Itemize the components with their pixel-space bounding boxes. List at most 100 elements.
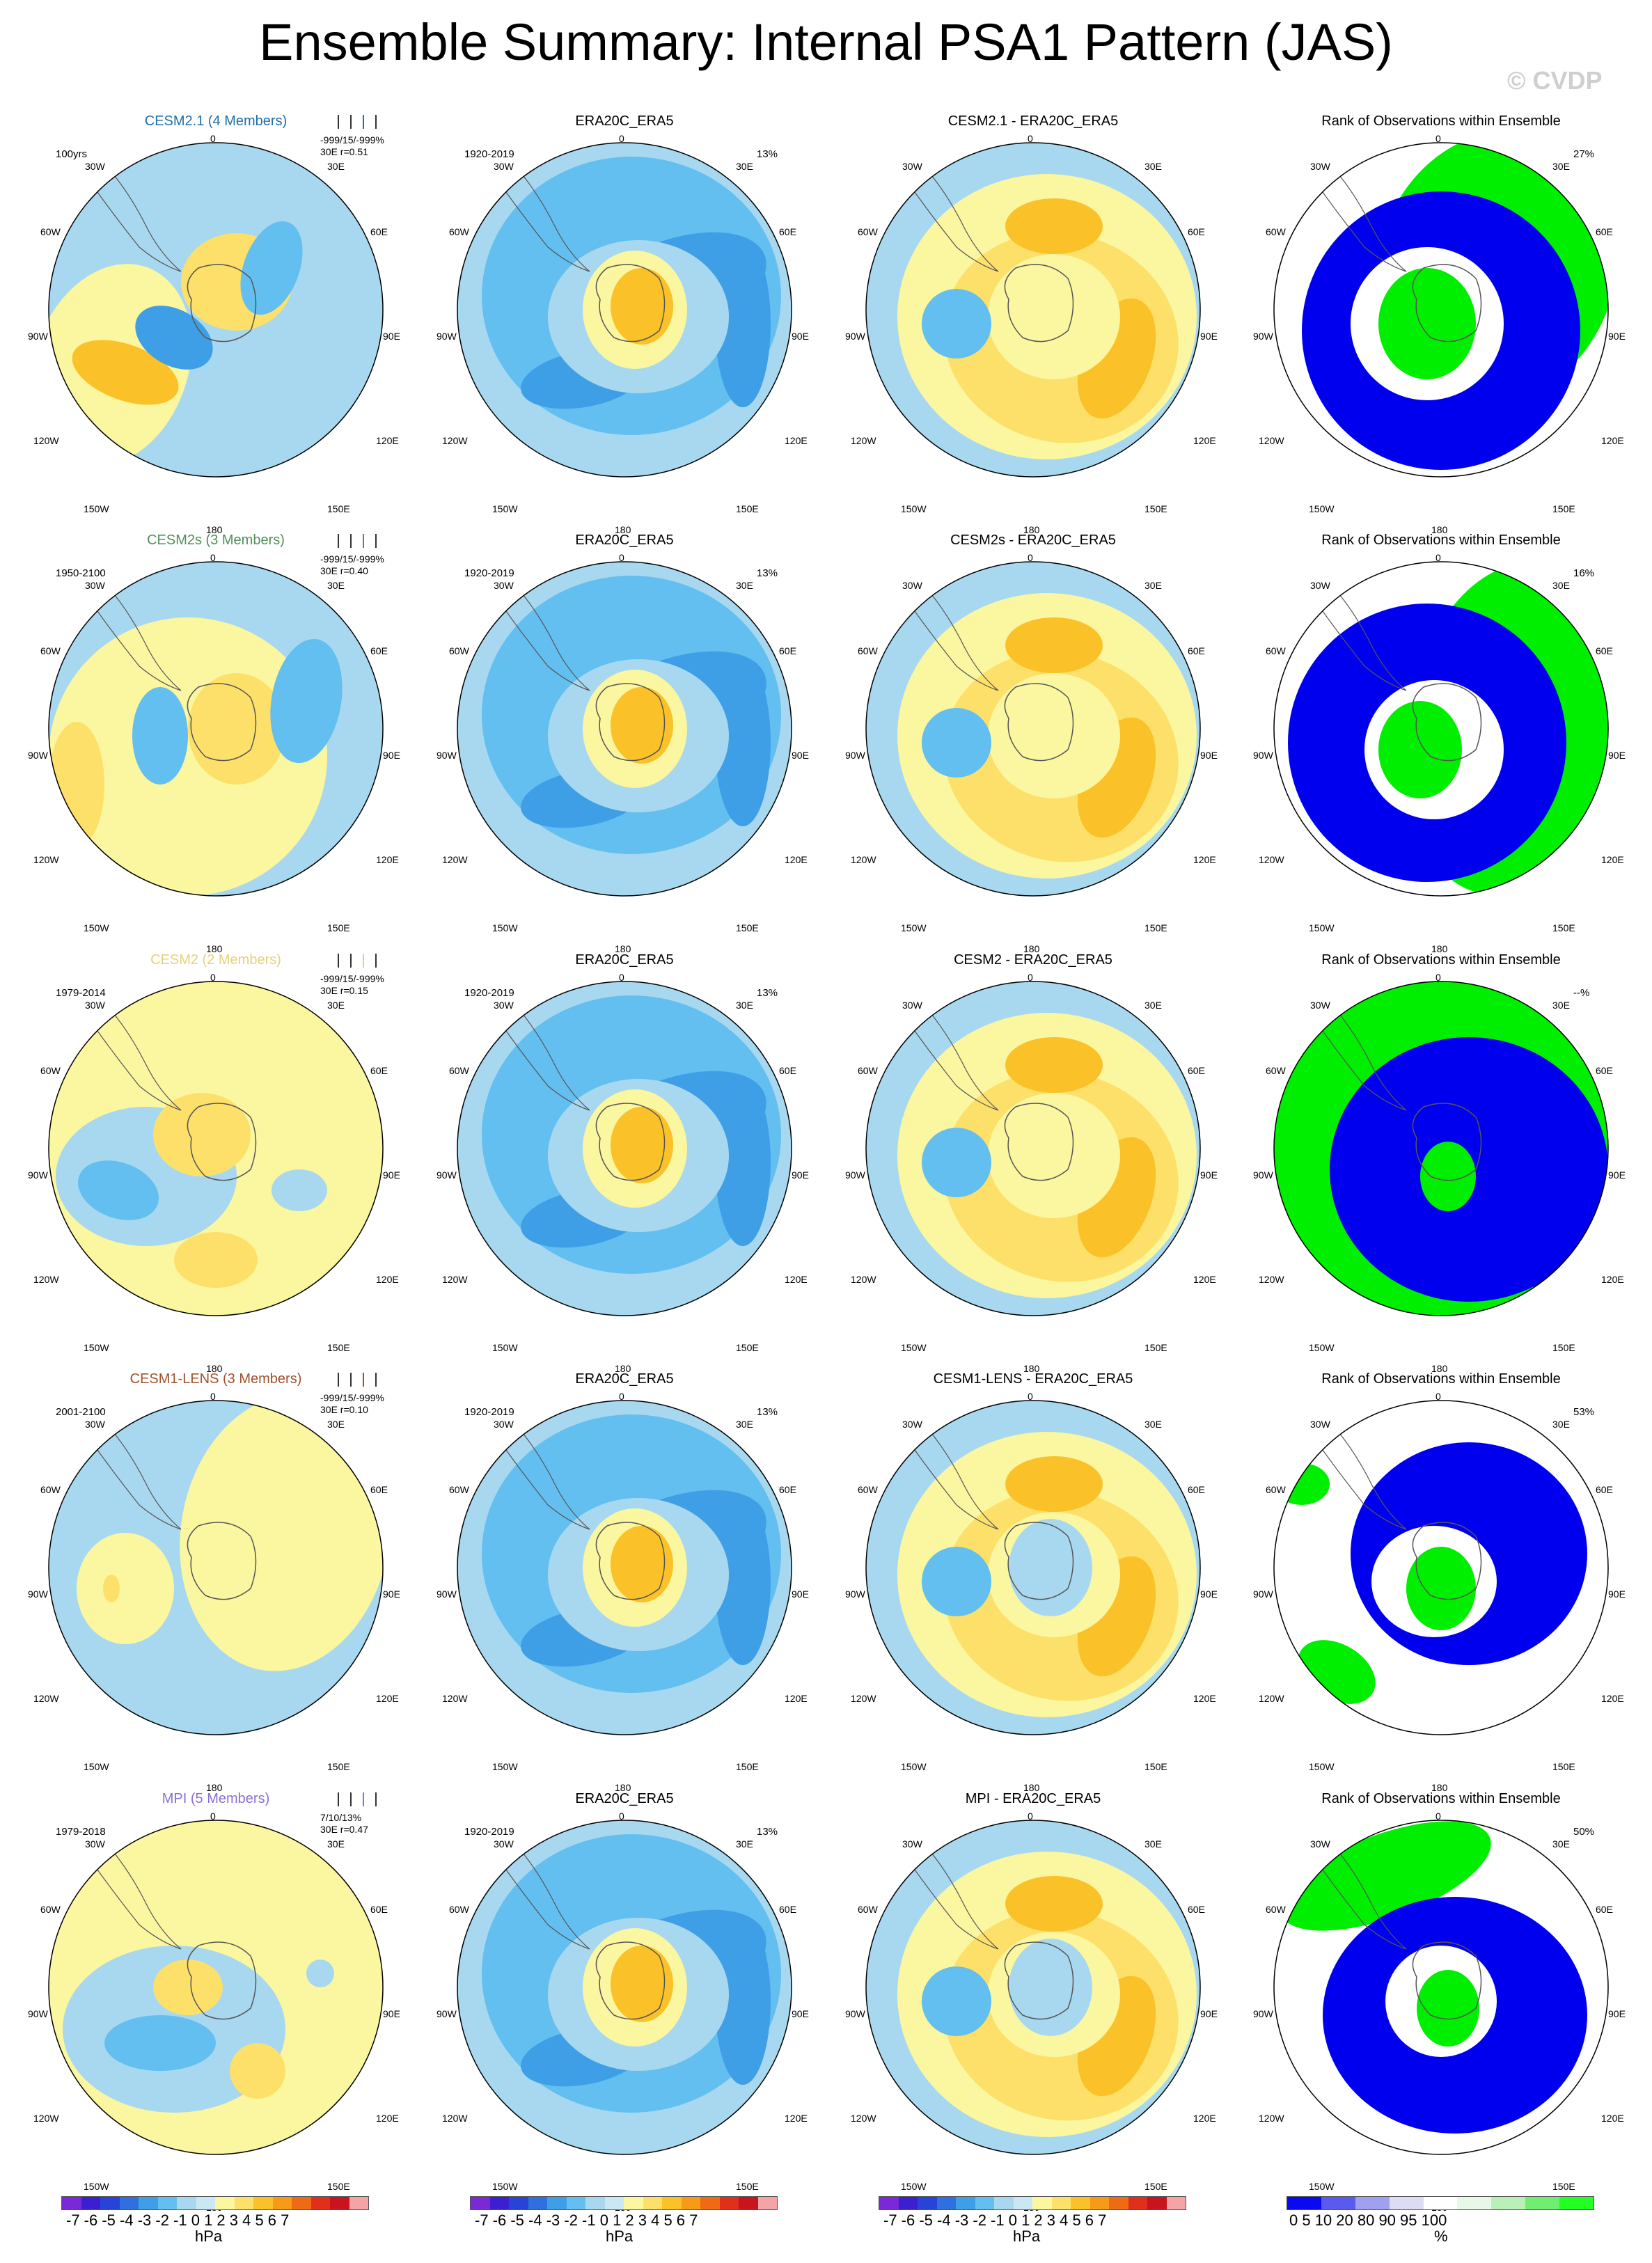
colorbar-swatch: [215, 2197, 235, 2209]
lon-label-e150: 150E: [1552, 503, 1575, 514]
colorbar-swatch: [62, 2197, 81, 2209]
colorbar-swatch: [253, 2197, 273, 2209]
lon-label-top: 0: [1435, 133, 1441, 144]
colorbar-swatch: [1491, 2197, 1526, 2209]
colorbar-swatch: [700, 2197, 720, 2209]
antarctica-coastline: [595, 1941, 666, 2020]
lon-label-top: 0: [619, 972, 624, 983]
map-border: [865, 142, 1201, 478]
lon-label-e120: 120E: [1193, 1274, 1216, 1285]
lon-label-w120: 120W: [33, 435, 59, 446]
rank-colorbar-ticks: 0 5 10 20 80 90 95 100: [1289, 2211, 1447, 2229]
contour-region: [188, 673, 285, 784]
lon-label-w120: 120W: [1259, 2113, 1284, 2124]
lon-label-w30: 30W: [902, 580, 922, 591]
lon-label-w90: 90W: [1253, 750, 1273, 761]
lon-label-w30: 30W: [902, 1838, 922, 1850]
contour-region: [1005, 1876, 1103, 1932]
rank-region: [1378, 701, 1462, 798]
stats-line-2: 30E r=0.40: [320, 565, 368, 576]
lon-label-top: 0: [210, 552, 216, 563]
lon-label-w90: 90W: [436, 750, 457, 761]
colorbar-3-ticks: -7 -6 -5 -4 -3 -2 -1 0 1 2 3 4 5 6 7: [883, 2211, 1107, 2229]
south-america-coastline: [1312, 1833, 1407, 1950]
panel-title: Rank of Observations within Ensemble: [1321, 113, 1561, 129]
lon-label-e30: 30E: [736, 580, 753, 591]
lon-label-e90: 90E: [1200, 1588, 1218, 1600]
lon-label-e150: 150E: [1144, 1761, 1167, 1772]
colorbar-swatch: [1389, 2197, 1424, 2209]
lon-label-w30: 30W: [902, 1000, 922, 1011]
lon-label-top: 0: [619, 1811, 624, 1822]
south-america-coastline: [86, 994, 182, 1111]
panel-r3-model: CESM2 (2 Members) 1979-2014 -999/15/-999% 3…: [21, 947, 411, 1374]
lon-label-w60: 60W: [40, 1484, 61, 1495]
lon-label-w90: 90W: [28, 331, 48, 342]
lon-label-bottom: 180: [1431, 1363, 1448, 1374]
colorbar-swatch: [1089, 2197, 1109, 2209]
panel-r4-obs: ERA20C_ERA5 1920-2019 13% 0 180 30W 30E 60W 60E 9…: [430, 1366, 819, 1793]
lon-label-w60: 60W: [858, 226, 878, 237]
contour-region: [174, 1232, 258, 1288]
lon-label-w90: 90W: [436, 1169, 457, 1181]
lon-label-w120: 120W: [1259, 1274, 1284, 1285]
lon-label-w60: 60W: [858, 1904, 878, 1915]
colorbar-swatch: [918, 2197, 937, 2209]
colorbar-swatch: [1423, 2197, 1458, 2209]
stats-line-2: 30E r=0.10: [320, 1404, 368, 1415]
colorbar-3-unit: hPa: [1013, 2227, 1041, 2245]
rank-region: [1280, 1821, 1491, 1931]
lon-label-w120: 120W: [851, 1693, 876, 1704]
map-border: [1273, 1820, 1609, 2155]
panel-title: MPI (5 Members): [162, 1791, 270, 1806]
lon-label-e30: 30E: [1552, 580, 1570, 591]
lon-label-w30: 30W: [1310, 1838, 1330, 1850]
lon-label-bottom: 180: [1023, 1363, 1040, 1374]
lon-label-e150: 150E: [736, 1761, 759, 1772]
contour-region: [49, 722, 104, 847]
lon-label-w90: 90W: [436, 331, 457, 342]
lon-label-e90: 90E: [792, 331, 809, 342]
period-label: 1920-2019: [464, 148, 514, 160]
colorbar-swatch: [177, 2197, 196, 2209]
lon-label-e90: 90E: [1200, 1169, 1218, 1181]
contour-region: [153, 1093, 251, 1176]
lon-label-w150: 150W: [901, 503, 927, 514]
antarctica-coastline: [1412, 1522, 1482, 1600]
lon-label-w90: 90W: [845, 2008, 865, 2019]
lon-label-w60: 60W: [449, 1065, 469, 1076]
lon-label-e60: 60E: [1596, 645, 1613, 656]
lon-label-w30: 30W: [1310, 1000, 1330, 1011]
lon-label-e60: 60E: [1188, 1484, 1205, 1495]
colorbar-swatch: [1013, 2197, 1032, 2209]
lon-label-w90: 90W: [436, 1588, 457, 1600]
lon-label-e60: 60E: [370, 226, 388, 237]
lon-label-e150: 150E: [327, 1342, 350, 1353]
lon-label-e30: 30E: [1552, 1419, 1570, 1430]
lon-label-w30: 30W: [85, 1838, 105, 1850]
lon-label-bottom: 180: [1023, 1782, 1040, 1793]
contour-region: [180, 1401, 383, 1671]
lon-label-w90: 90W: [28, 750, 48, 761]
lon-label-w60: 60W: [1266, 1904, 1286, 1915]
map-border: [457, 1400, 792, 1735]
lon-label-w120: 120W: [442, 2113, 468, 2124]
lon-label-w150: 150W: [84, 1342, 109, 1353]
panel-r5-diff: MPI - ERA20C_ERA5 0 180 30W 30E 60W 60E 90W 90E 1…: [838, 1785, 1228, 2213]
lon-label-w60: 60W: [449, 645, 469, 656]
contour-region: [611, 1526, 673, 1602]
colorbar-3: [879, 2196, 1186, 2210]
contour-region: [230, 2043, 285, 2099]
colorbar-swatch: [272, 2197, 292, 2209]
panel-title: Rank of Observations within Ensemble: [1321, 952, 1561, 968]
colorbar-swatch: [1051, 2197, 1071, 2209]
lon-label-w120: 120W: [33, 854, 59, 865]
lon-label-e90: 90E: [1608, 1169, 1626, 1181]
polar-map: [457, 561, 792, 897]
polar-map: [48, 981, 384, 1316]
contour-region: [72, 340, 179, 405]
south-america-coastline: [86, 1833, 182, 1950]
antarctica-coastline: [1004, 683, 1074, 762]
lon-label-e120: 120E: [785, 1274, 808, 1285]
period-label: 1920-2019: [464, 567, 514, 579]
